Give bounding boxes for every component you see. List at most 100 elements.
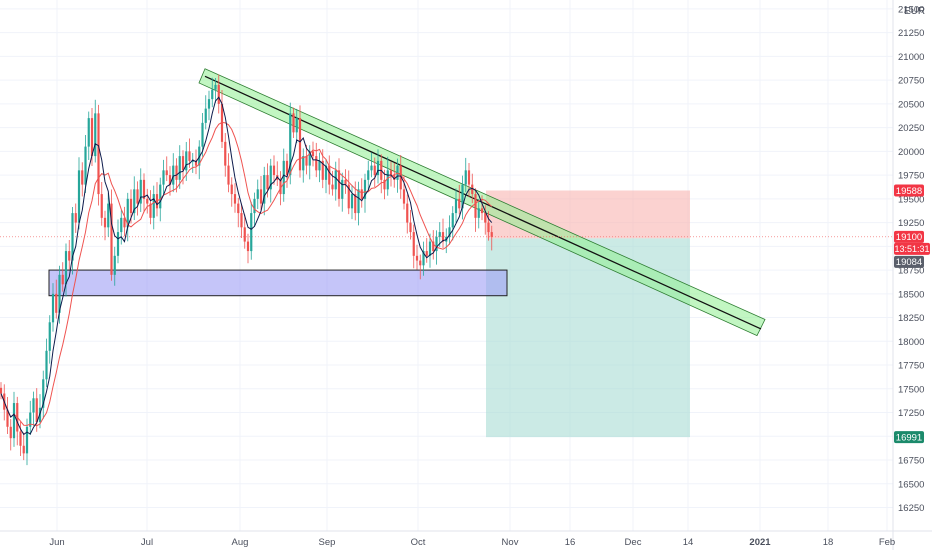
candle-body [263,175,266,204]
moving-average-fast [0,96,493,436]
candle-body [451,213,454,228]
candle-body [311,151,315,157]
candle-body [419,260,422,266]
candle-body [126,198,129,228]
countdown-text: 13:51:31 [894,244,929,254]
candle-body [159,184,162,209]
candle-body [292,113,295,133]
candle-body [318,160,321,171]
candle-body [295,118,298,133]
candle-body [409,222,412,233]
currency-label: EUR [904,6,925,17]
take-profit-zone[interactable] [486,238,690,438]
candle-body [324,165,328,180]
candle-body [116,232,120,256]
time-tick-label: Feb [879,537,895,548]
candle-body [237,203,240,214]
candle-body [168,175,172,185]
candle-body [100,194,103,218]
candle-body [438,232,441,237]
price-tick-label: 20500 [898,99,924,110]
candle-body [103,217,107,228]
time-tick-label: Oct [411,537,426,548]
candle-body [6,409,9,427]
candle-body [328,165,331,185]
candle-body [9,426,12,439]
candle-body [19,431,22,446]
candle-body [188,151,191,161]
candle-body [22,445,25,454]
candle-body [350,194,354,209]
candle-body [172,165,175,185]
candle-body [399,165,402,190]
candle-body [376,160,380,176]
grid-lines [0,0,893,531]
candle-body [233,194,237,204]
candle-body [289,113,292,176]
candle-body [269,165,272,190]
time-tick-label: Aug [232,537,249,548]
stop-price-badge: 19588 [894,184,924,197]
price-tick-label: 16500 [898,479,924,490]
candle-body [120,217,123,233]
entry-price-badge: 19084 [894,255,924,268]
candle-body [136,189,139,204]
time-axis[interactable]: Jun Jul Aug Sep Oct Nov 16 Dec 14 2021 18 Feb [49,537,895,548]
candle-body [74,213,77,223]
candle-body [194,160,198,166]
price-tick-label: 20750 [898,76,924,87]
candle-body [334,170,337,190]
candle-body [266,175,269,190]
candle-body [191,160,194,162]
support-zone-rectangle[interactable] [48,269,508,297]
time-tick-label: 16 [565,537,576,548]
candle-body [302,156,305,171]
candle-body [272,165,276,176]
candle-body [337,170,341,199]
candle-body [230,184,233,195]
candle-body [185,151,188,171]
candle-body [428,241,432,256]
candle-body [32,398,35,413]
candle-body [107,203,110,228]
candle-body [204,108,207,123]
candle-body [282,160,285,195]
price-tick-label: 17250 [898,408,924,419]
candle-body [113,255,116,275]
time-tick-label: Dec [625,537,642,548]
price-tick-label: 16750 [898,456,924,467]
candle-body [373,165,376,176]
candle-body [370,165,373,171]
candle-body [45,350,48,380]
candle-body [12,403,16,439]
target-price-badge: 16991 [894,431,924,443]
candle-body [84,146,87,185]
candle-body [58,274,61,313]
price-tick-label: 19500 [898,194,924,205]
candle-body [181,156,185,171]
stop-price-text: 19588 [896,186,922,197]
candle-body [178,156,181,180]
price-tick-label: 21250 [898,28,924,39]
candle-body [435,236,438,252]
price-tick-label: 19750 [898,171,924,182]
candle-body [133,189,136,214]
target-price-text: 16991 [896,432,922,443]
candle-body [97,113,100,195]
time-tick-label: Jul [141,537,153,548]
candle-body [393,175,396,180]
candle-body [298,118,302,171]
candle-body [246,241,250,252]
candle-body [454,198,458,214]
candle-body [467,170,471,185]
candle-body [487,222,490,233]
candle-body [227,165,230,185]
candle-body [129,198,133,214]
price-tick-label: 19250 [898,218,924,229]
candle-body [279,179,282,195]
price-tick-label: 18250 [898,313,924,324]
candle-body [110,203,113,275]
candle-body [256,189,259,199]
candle-body [139,179,142,204]
